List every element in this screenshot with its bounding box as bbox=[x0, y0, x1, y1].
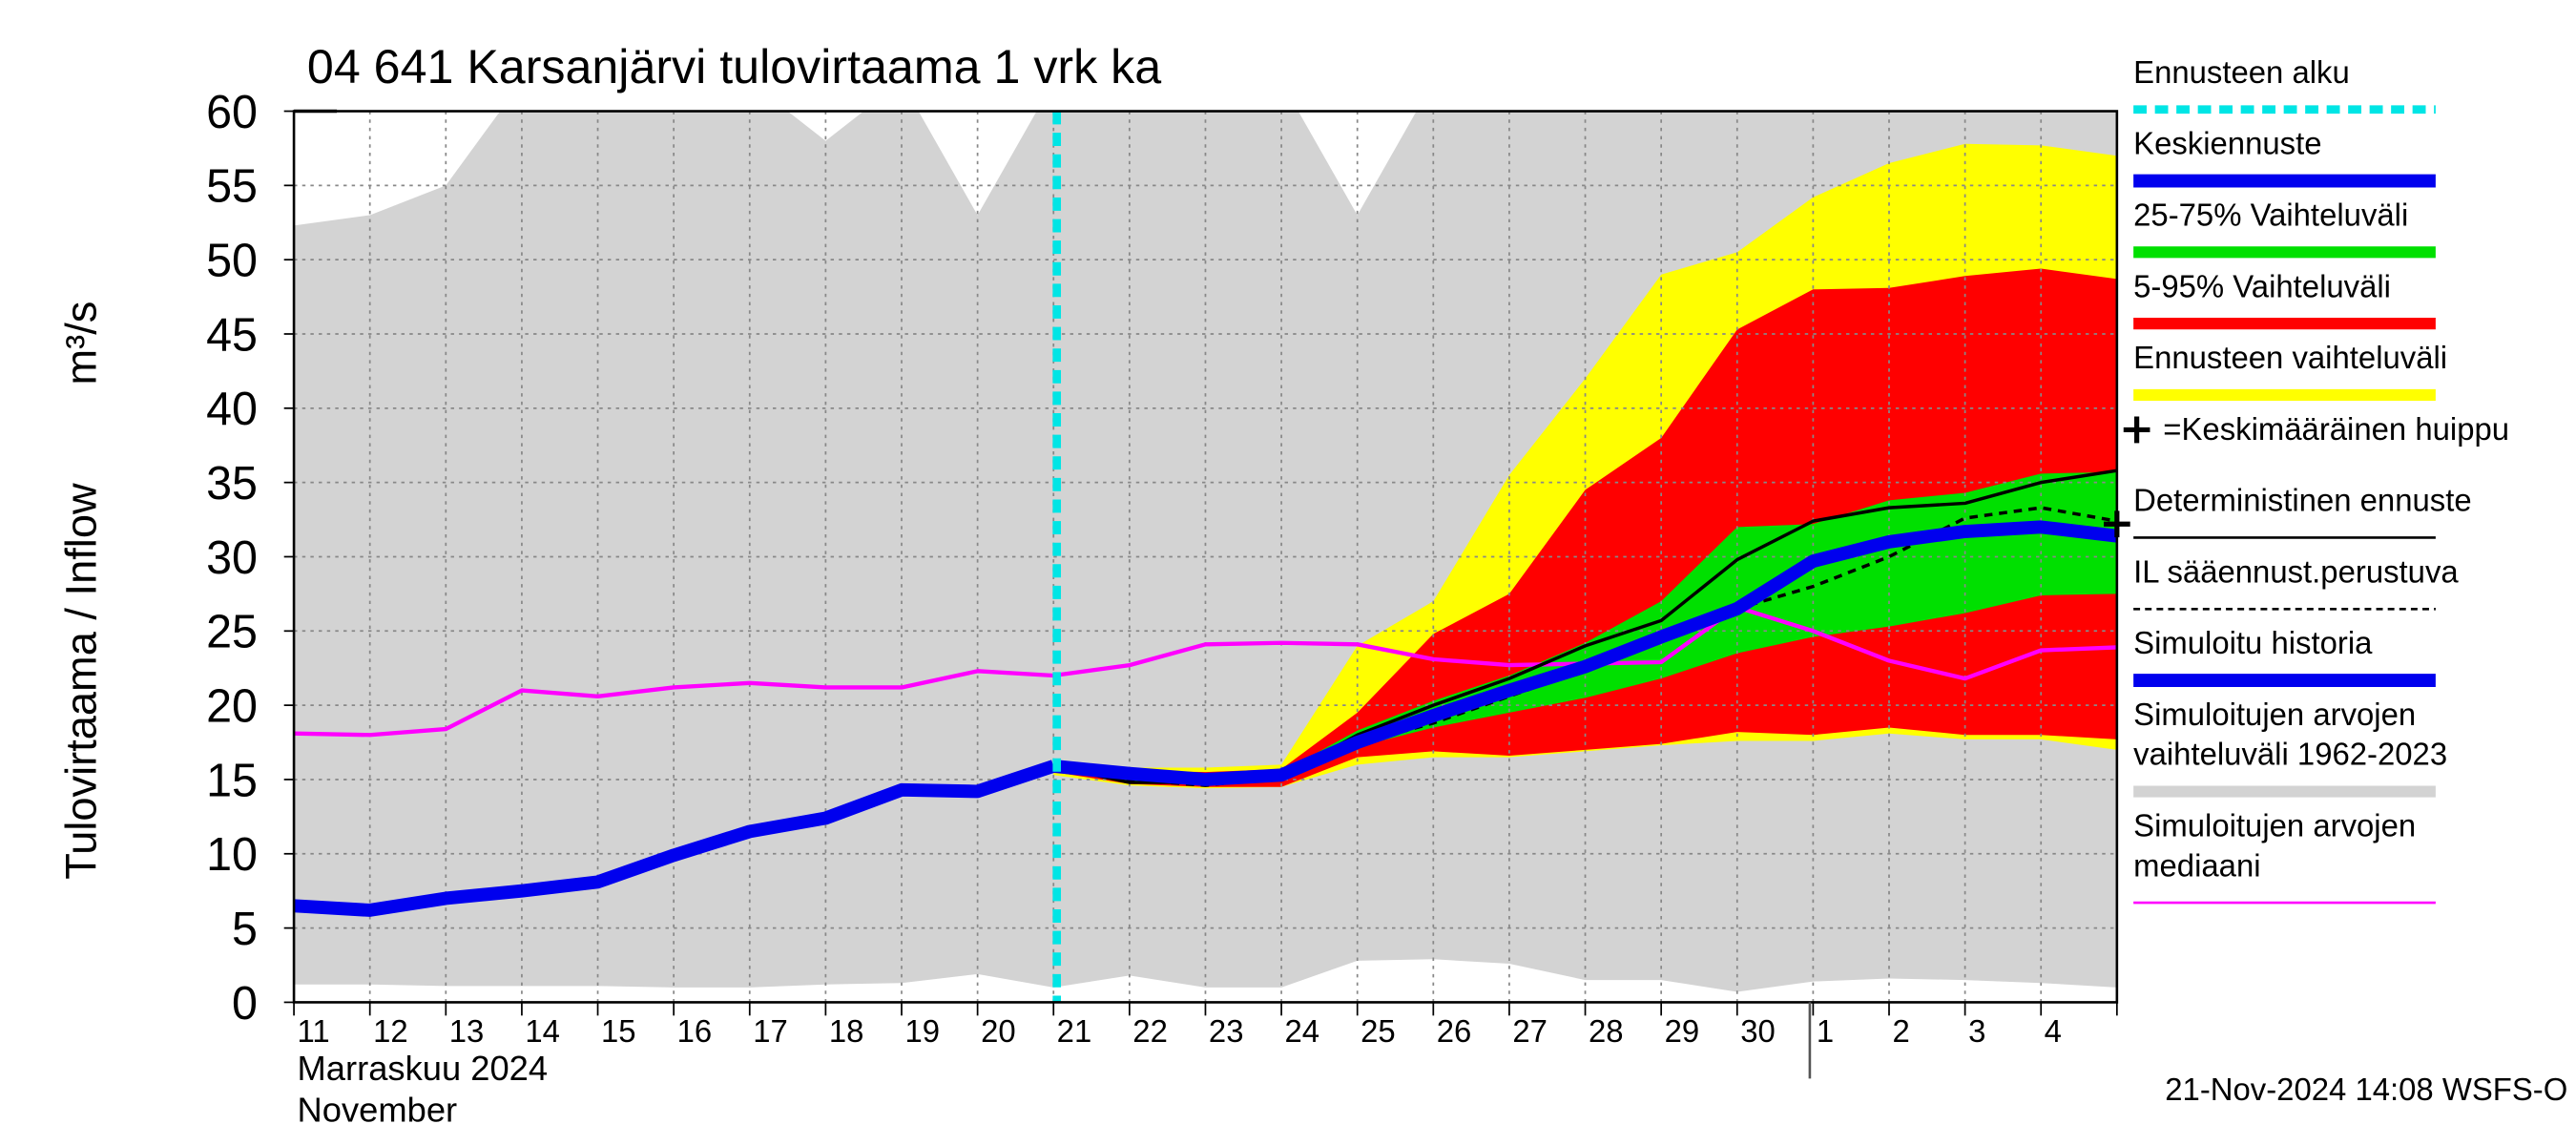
x-tick-label: 23 bbox=[1209, 1013, 1244, 1049]
y-tick-label: 5 bbox=[232, 904, 258, 955]
legend-label: Ennusteen alku bbox=[2133, 54, 2350, 90]
legend-label: 25-75% Vaihteluväli bbox=[2133, 197, 2408, 232]
legend-label: Ennusteen vaihteluväli bbox=[2133, 340, 2447, 375]
y-tick-label: 0 bbox=[232, 978, 258, 1030]
x-tick-label: 12 bbox=[373, 1013, 408, 1049]
y-tick-label: 30 bbox=[206, 532, 258, 584]
legend-label: =Keskimääräinen huippu bbox=[2163, 411, 2509, 447]
x-tick-label: 14 bbox=[525, 1013, 560, 1049]
x-tick-label: 30 bbox=[1740, 1013, 1776, 1049]
month-label: Marraskuu 2024 bbox=[298, 1049, 549, 1088]
plot-area bbox=[294, 111, 2117, 1003]
x-tick-label: 11 bbox=[298, 1013, 330, 1049]
legend-label: Simuloitujen arvojen mediaani bbox=[2133, 807, 2416, 883]
month-label-en: November bbox=[298, 1091, 458, 1130]
x-tick-label: 15 bbox=[601, 1013, 636, 1049]
legend-label: Deterministinen ennuste bbox=[2133, 483, 2472, 518]
x-tick-label: 2 bbox=[1892, 1013, 1909, 1049]
x-tick-label: 18 bbox=[829, 1013, 864, 1049]
legend-label: Simuloitujen arvojen vaihteluväli 1962-20… bbox=[2133, 697, 2447, 772]
legend-swatch bbox=[2123, 416, 2150, 444]
legend-label: Keskiennuste bbox=[2133, 126, 2321, 161]
x-tick-label: 4 bbox=[2045, 1013, 2062, 1049]
y-tick-label: 60 bbox=[206, 87, 258, 138]
y-axis-label: Tulovirtaama / Inflow bbox=[56, 483, 105, 880]
y-tick-label: 40 bbox=[206, 384, 258, 435]
y-tick-label: 50 bbox=[206, 235, 258, 286]
y-tick-label: 15 bbox=[206, 755, 258, 806]
x-tick-label: 19 bbox=[904, 1013, 940, 1049]
y-axis-unit: m³/s bbox=[56, 302, 105, 385]
legend: Ennusteen alku Keskiennuste 25-75% Vaihtel… bbox=[2123, 54, 2509, 905]
chart-title: 04 641 Karsanjärvi tulovirtaama 1 vrk ka bbox=[307, 39, 1161, 94]
y-tick-label: 20 bbox=[206, 680, 258, 732]
y-tick-label: 55 bbox=[206, 161, 258, 213]
series-line bbox=[1052, 520, 2117, 786]
x-tick-label: 1 bbox=[1817, 1013, 1834, 1049]
x-tick-label: 22 bbox=[1132, 1013, 1168, 1049]
legend-label: 5-95% Vaihteluväli bbox=[2133, 268, 2391, 303]
x-tick-label: 17 bbox=[753, 1013, 788, 1049]
y-tick-label: 25 bbox=[206, 607, 258, 658]
x-tick-label: 16 bbox=[677, 1013, 713, 1049]
y-tick-label: 35 bbox=[206, 458, 258, 510]
legend-label: Simuloitu historia bbox=[2133, 625, 2373, 660]
legend-label: IL sääennust.perustuva bbox=[2133, 553, 2459, 589]
footer: 21-Nov-2024 14:08 WSFS-O bbox=[2165, 1072, 2567, 1107]
x-tick-label: 26 bbox=[1437, 1013, 1472, 1049]
x-tick-label: 20 bbox=[981, 1013, 1016, 1049]
x-tick-label: 29 bbox=[1665, 1013, 1700, 1049]
y-tick-label: 10 bbox=[206, 829, 258, 881]
x-tick-label: 24 bbox=[1285, 1013, 1320, 1049]
x-tick-label: 27 bbox=[1512, 1013, 1548, 1049]
x-tick-label: 3 bbox=[1968, 1013, 1985, 1049]
y-tick-label: 45 bbox=[206, 309, 258, 361]
x-tick-label: 13 bbox=[449, 1013, 485, 1049]
series-line bbox=[294, 760, 1056, 917]
series-line bbox=[294, 605, 2117, 738]
x-tick-label: 21 bbox=[1057, 1013, 1092, 1049]
x-tick-label: 25 bbox=[1361, 1013, 1396, 1049]
x-tick-label: 28 bbox=[1589, 1013, 1624, 1049]
